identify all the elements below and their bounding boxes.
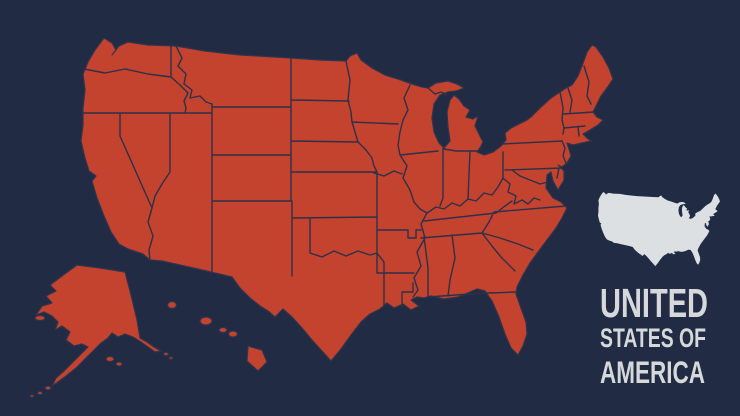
title-line-states-of: STATES OF [600,323,706,353]
usa-silhouette-icon [597,192,720,267]
alaska-islands [29,314,174,398]
state-borders [82,44,595,308]
title-line-united: UNITED [600,280,708,326]
hawaii-islands-shape [166,300,268,372]
title-line-america: AMERICA [600,354,705,390]
logo-block: UNITED STATES OF AMERICA [597,192,720,390]
alaska-shape [35,264,162,387]
main-map [29,37,614,398]
